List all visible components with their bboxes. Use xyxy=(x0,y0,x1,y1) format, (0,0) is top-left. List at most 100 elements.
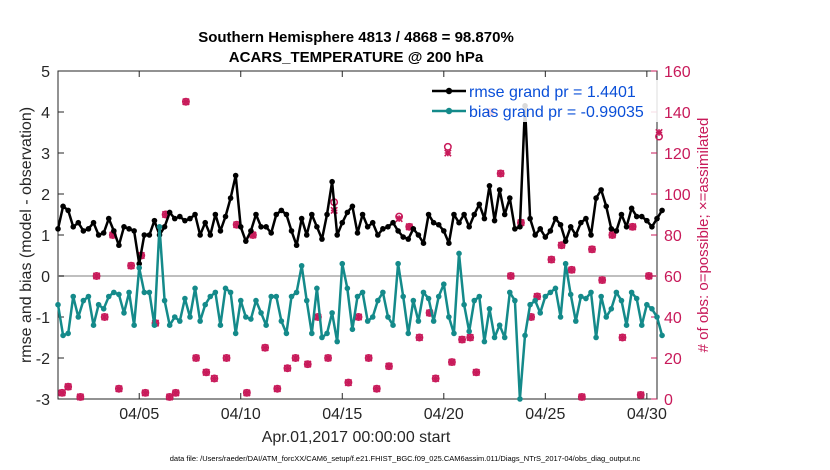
bias-point xyxy=(111,289,117,296)
rmse-point xyxy=(440,228,447,234)
bias-point xyxy=(192,285,198,292)
rmse-point xyxy=(649,224,655,230)
rmse-point xyxy=(466,224,472,230)
obs-assimilated-point xyxy=(109,231,117,239)
bias-point xyxy=(202,301,209,308)
rmse-point xyxy=(481,215,488,222)
bias-point xyxy=(248,316,254,322)
bias-point xyxy=(380,289,386,296)
rmse-point xyxy=(111,228,117,234)
rmse-point xyxy=(506,195,513,201)
rmse-point xyxy=(618,211,625,218)
rmse-point xyxy=(90,219,97,226)
rmse-point xyxy=(75,219,82,226)
bias-point xyxy=(298,262,305,269)
obs-assimilated-point xyxy=(273,384,282,393)
bias-point xyxy=(197,318,203,324)
rmse-point xyxy=(644,217,650,224)
rmse-point xyxy=(512,226,518,232)
rmse-point xyxy=(380,226,386,232)
obs-assimilated-point xyxy=(557,241,566,250)
bias-point xyxy=(395,260,401,267)
obs-assimilated-point xyxy=(303,360,312,368)
obs-assimilated-point xyxy=(405,223,414,231)
bias-point xyxy=(273,293,280,300)
bias-point xyxy=(182,295,188,302)
bias-point xyxy=(258,310,264,316)
x-tick-label: 04/15 xyxy=(322,406,362,423)
bias-point xyxy=(638,322,645,329)
bias-point xyxy=(141,289,148,296)
bias-point xyxy=(440,281,447,288)
rmse-point xyxy=(303,232,310,238)
rmse-point xyxy=(207,232,214,238)
bias-point xyxy=(85,293,92,300)
y-tick-label-right: 20 xyxy=(664,351,682,368)
y-tick-label-left: 0 xyxy=(41,269,50,286)
y-tick-label-right: 0 xyxy=(664,392,673,409)
bias-point xyxy=(105,293,112,300)
rmse-point xyxy=(608,226,615,232)
rmse-point xyxy=(415,232,422,238)
bias-point xyxy=(405,330,412,337)
rmse-point xyxy=(314,224,320,230)
bias-point xyxy=(75,314,82,320)
rmse-point xyxy=(232,172,239,179)
bias-point xyxy=(527,301,533,308)
rmse-point xyxy=(55,226,61,232)
bias-point xyxy=(80,297,87,304)
bias-point xyxy=(309,330,315,337)
obs-assimilated-point xyxy=(324,354,332,362)
obs-assimilated-point xyxy=(496,169,505,178)
rmse-point xyxy=(70,224,77,230)
bias-point xyxy=(329,310,335,316)
rmse-point xyxy=(633,213,640,220)
bias-point xyxy=(572,318,579,324)
rmse-point xyxy=(319,236,325,242)
bias-point xyxy=(659,332,665,339)
obs-assimilated-point xyxy=(385,362,393,370)
rmse-point xyxy=(182,217,188,224)
rmse-point xyxy=(496,187,503,193)
rmse-point xyxy=(161,224,168,230)
bias-point xyxy=(461,301,467,308)
bias-point xyxy=(156,224,163,230)
bias-point xyxy=(207,293,214,300)
bias-point xyxy=(70,293,77,300)
obs-assimilated-point xyxy=(608,231,617,239)
bias-point xyxy=(415,318,422,324)
bias-point xyxy=(486,306,493,312)
plot-area: -3 -2 -1 0 1 2 3 4 5 0 20 40 60 80 100 120 140 160 04/05 04… xyxy=(36,64,691,423)
obs-assimilated-point xyxy=(598,276,606,284)
rmse-point xyxy=(309,211,315,218)
rmse-point xyxy=(105,215,112,222)
rmse-point xyxy=(461,211,467,218)
bias-point xyxy=(177,318,183,324)
rmse-point xyxy=(654,215,660,222)
rmse-point xyxy=(248,228,254,234)
obs-assimilated-point xyxy=(249,231,257,239)
obs-assimilated-point xyxy=(127,261,135,270)
legend-rmse-marker xyxy=(445,87,453,95)
y-tick-label-right: 40 xyxy=(664,310,682,327)
bias-point xyxy=(359,289,366,296)
rmse-point xyxy=(80,228,87,234)
obs-assimilated-point xyxy=(100,313,109,321)
rmse-point xyxy=(268,230,275,236)
rmse-point xyxy=(131,228,137,234)
obs-assimilated-point xyxy=(165,393,174,401)
obs-assimilated-point xyxy=(655,128,663,137)
rmse-point xyxy=(237,224,244,230)
x-tick-label: 04/10 xyxy=(221,406,261,423)
bias-point xyxy=(217,322,224,329)
rmse-point xyxy=(349,203,356,210)
bias-point xyxy=(136,265,143,271)
rmse-point xyxy=(572,232,579,238)
obs-assimilated-point xyxy=(448,358,456,366)
rmse-point xyxy=(187,215,193,222)
rmse-point xyxy=(217,228,224,234)
rmse-point xyxy=(405,236,412,242)
bias-point xyxy=(55,301,61,308)
rmse-point xyxy=(435,221,442,228)
